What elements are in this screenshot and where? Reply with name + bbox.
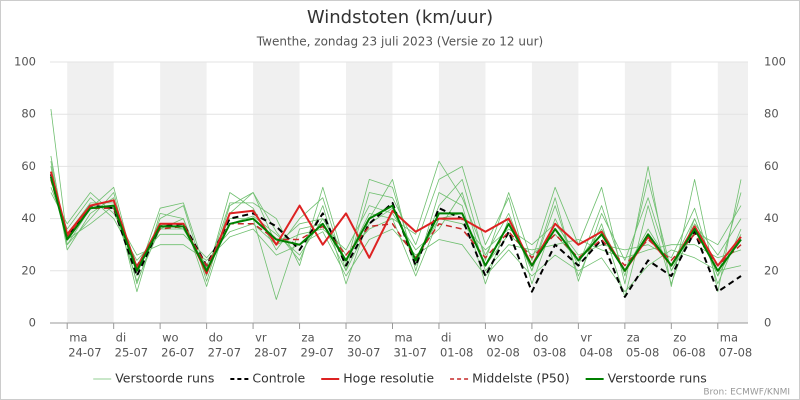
x-tick-weekday: ma bbox=[394, 331, 412, 345]
x-tick-label: 04-08 bbox=[579, 346, 612, 360]
x-tick-weekday: do bbox=[209, 331, 223, 345]
x-tick-weekday: ma bbox=[720, 331, 738, 345]
y-tick-label: 20 bbox=[21, 263, 36, 277]
chart-subtitle: Twenthe, zondag 23 juli 2023 (Versie zo … bbox=[256, 35, 543, 49]
day-band bbox=[531, 62, 579, 323]
x-tick-label: 03-08 bbox=[533, 346, 566, 360]
legend-label: Hoge resolutie bbox=[343, 371, 434, 386]
legend-label: Verstoorde runs bbox=[608, 371, 707, 386]
legend: Verstoorde runs Controle Hoge resolutie Mid… bbox=[93, 371, 707, 386]
y-tick-label: 100 bbox=[14, 55, 36, 69]
y2-tick-label: 80 bbox=[764, 107, 779, 121]
legend-item: Verstoorde runs bbox=[585, 371, 707, 386]
ensemble-run bbox=[50, 155, 742, 293]
x-tick-weekday: vr bbox=[255, 331, 267, 345]
x-tick-label: 25-07 bbox=[115, 346, 148, 360]
y2-tick-label: 20 bbox=[764, 263, 779, 277]
x-tick-label: 02-08 bbox=[486, 346, 519, 360]
day-band bbox=[624, 62, 672, 323]
x-tick-label: 01-08 bbox=[440, 346, 473, 360]
x-tick-label: 24-07 bbox=[68, 346, 101, 360]
x-tick-weekday: di bbox=[441, 331, 452, 345]
series-line bbox=[49, 176, 742, 272]
x-tick-label: 06-08 bbox=[672, 346, 705, 360]
x-tick-label: 30-07 bbox=[347, 346, 380, 360]
x-tick-weekday: zo bbox=[673, 331, 686, 345]
y-tick-label: 40 bbox=[21, 211, 36, 225]
x-tick-weekday: vr bbox=[580, 331, 592, 345]
legend-item: Controle bbox=[230, 371, 306, 386]
chart-title: Windstoten (km/uur) bbox=[307, 7, 493, 28]
day-bands bbox=[67, 62, 748, 323]
ensemble-run bbox=[50, 187, 742, 272]
x-tick-label: 31-07 bbox=[393, 346, 426, 360]
y-tick-label: 80 bbox=[21, 107, 36, 121]
legend-item: Hoge resolutie bbox=[321, 371, 434, 386]
x-tick-weekday: ma bbox=[69, 331, 87, 345]
day-band bbox=[717, 62, 748, 323]
ensemble-run bbox=[50, 192, 742, 293]
legend-label: Middelste (P50) bbox=[472, 371, 570, 386]
y2-tick-label: 100 bbox=[764, 55, 786, 69]
x-tick-weekday: di bbox=[116, 331, 127, 345]
x-tick-weekday: za bbox=[302, 331, 315, 345]
legend-item: Verstoorde runs bbox=[93, 371, 214, 386]
x-tick-label: 29-07 bbox=[301, 346, 334, 360]
y-tick-label: 0 bbox=[29, 316, 36, 330]
y2-tick-label: 40 bbox=[764, 211, 779, 225]
x-tick-label: 27-07 bbox=[208, 346, 241, 360]
series-line bbox=[50, 179, 742, 267]
x-tick-label: 28-07 bbox=[254, 346, 287, 360]
x-tick-label: 07-08 bbox=[719, 346, 752, 360]
x-tick-label: 05-08 bbox=[626, 346, 659, 360]
ensemble-run bbox=[50, 161, 742, 293]
credit: Bron: ECMWF/KNMI bbox=[703, 388, 790, 398]
x-tick-weekday: wo bbox=[162, 331, 178, 345]
legend-item: Middelste (P50) bbox=[450, 371, 570, 386]
x-tick-label: 26-07 bbox=[161, 346, 194, 360]
y2-tick-label: 0 bbox=[764, 316, 771, 330]
legend-label: Verstoorde runs bbox=[115, 371, 214, 386]
x-tick-weekday: za bbox=[627, 331, 640, 345]
legend-label: Controle bbox=[252, 371, 305, 386]
day-band bbox=[160, 62, 207, 323]
day-band bbox=[253, 62, 300, 323]
x-tick-weekday: zo bbox=[348, 331, 361, 345]
y-tick-label: 60 bbox=[21, 159, 36, 173]
y2-tick-label: 60 bbox=[764, 159, 779, 173]
x-tick-weekday: wo bbox=[487, 331, 503, 345]
plot-lines bbox=[49, 108, 742, 300]
x-tick-weekday: do bbox=[534, 331, 548, 345]
